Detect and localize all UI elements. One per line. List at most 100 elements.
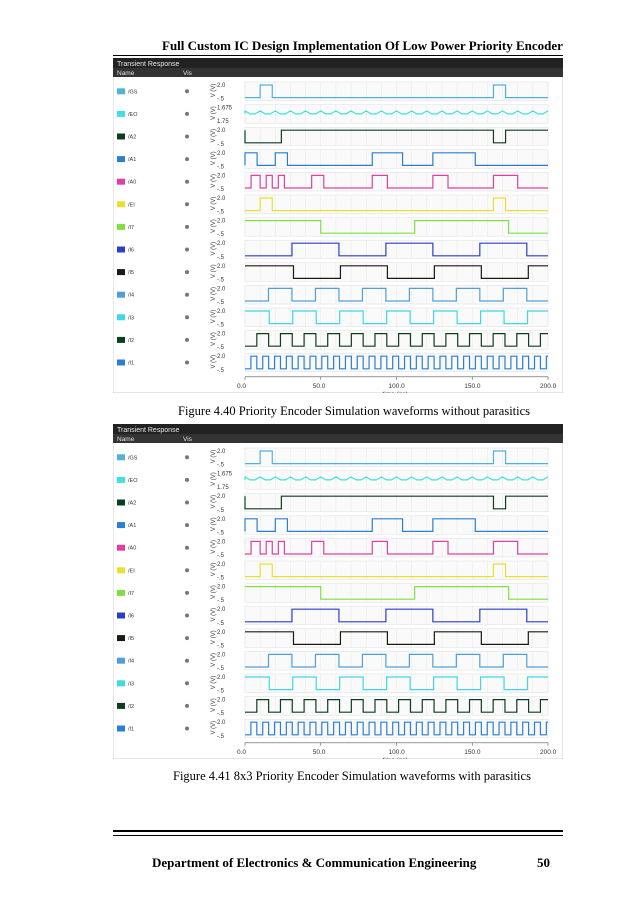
y-tick-high: 2.0 bbox=[217, 562, 226, 568]
signal-name: /I3 bbox=[128, 315, 134, 321]
y-tick-high: 2.0 bbox=[217, 83, 226, 89]
y-axis-label: V (V) bbox=[211, 242, 217, 256]
y-tick-high: 2.0 bbox=[217, 354, 226, 360]
y-axis-label: V (V) bbox=[211, 332, 217, 346]
y-tick-high: 1.675 bbox=[217, 472, 233, 478]
y-tick-low: 1.75 bbox=[217, 119, 229, 125]
visibility-eye-icon bbox=[185, 545, 189, 550]
y-axis-label: V (V) bbox=[211, 698, 217, 712]
y-tick-high: 2.0 bbox=[217, 241, 226, 247]
figure-caption-1: Figure 4.40 Priority Encoder Simulation … bbox=[178, 404, 531, 418]
y-tick-low: -.5 bbox=[217, 210, 225, 216]
signal-name: /I2 bbox=[128, 338, 134, 344]
y-tick-high: 2.0 bbox=[217, 720, 226, 726]
visibility-eye-icon bbox=[185, 477, 189, 482]
y-tick-high: 2.0 bbox=[217, 332, 226, 338]
waveform-trace bbox=[245, 450, 548, 465]
y-axis-label: V (V) bbox=[211, 517, 217, 531]
signal-name: /EO bbox=[128, 112, 138, 118]
y-tick-low: -.5 bbox=[217, 666, 225, 672]
waveform-trace bbox=[245, 653, 548, 668]
y-tick-high: 2.0 bbox=[217, 517, 226, 523]
y-tick-low: -.5 bbox=[217, 621, 225, 627]
signal-name: /I1 bbox=[128, 361, 134, 367]
waveform-trace bbox=[244, 475, 549, 481]
y-tick-high: 2.0 bbox=[217, 607, 226, 613]
signal-swatch bbox=[117, 110, 125, 117]
signal-swatch bbox=[117, 680, 125, 687]
y-axis-label: V (V) bbox=[211, 721, 217, 735]
y-tick-high: 2.0 bbox=[217, 539, 226, 545]
y-axis-label: V (V) bbox=[211, 676, 217, 690]
figure-caption-2: Figure 4.41 8x3 Priority Encoder Simulat… bbox=[173, 769, 531, 783]
page-header: Full Custom IC Design Implementation Of … bbox=[162, 38, 563, 53]
signal-name: /A2 bbox=[128, 501, 136, 507]
y-axis-label: V (V) bbox=[211, 540, 217, 554]
x-tick-label: 0.0 bbox=[237, 383, 246, 390]
waveform-trace bbox=[244, 129, 548, 144]
signal-name: /I6 bbox=[128, 614, 134, 620]
y-axis-label: V (V) bbox=[211, 472, 217, 486]
visibility-eye-icon bbox=[185, 500, 189, 505]
window-title: Transient Response bbox=[117, 61, 179, 68]
y-axis-label: V (V) bbox=[211, 197, 217, 211]
waveform-figure-1: Transient Response Name Vis/GS V (V) 2.0 -.5/… bbox=[113, 58, 563, 393]
y-axis-label: V (V) bbox=[211, 608, 217, 622]
header-rule bbox=[113, 55, 563, 56]
x-tick-label: 50.0 bbox=[313, 383, 326, 390]
signal-swatch bbox=[117, 612, 125, 619]
visibility-eye-icon bbox=[185, 224, 189, 229]
signal-swatch bbox=[117, 156, 125, 163]
y-axis-label: V (V) bbox=[211, 585, 217, 599]
y-tick-low: -.5 bbox=[217, 689, 225, 695]
visibility-eye-icon bbox=[185, 726, 189, 731]
y-tick-low: -.5 bbox=[217, 187, 225, 193]
waveform-trace bbox=[245, 220, 548, 234]
x-tick-label: 100.0 bbox=[389, 383, 406, 390]
footer-department: Department of Electronics & Communicatio… bbox=[152, 855, 477, 870]
window-title: Transient Response bbox=[117, 427, 179, 434]
y-axis-label: V (V) bbox=[211, 264, 217, 278]
y-axis-label: V (V) bbox=[211, 495, 217, 509]
y-tick-high: 2.0 bbox=[217, 173, 226, 179]
signal-name: /I4 bbox=[128, 293, 134, 299]
waveform-trace bbox=[245, 197, 548, 212]
x-tick-label: 150.0 bbox=[464, 383, 481, 390]
waveform-trace bbox=[245, 721, 548, 736]
x-tick-label: 200.0 bbox=[540, 749, 557, 756]
signal-name: /I4 bbox=[128, 659, 134, 665]
y-axis-label: V (V) bbox=[211, 219, 217, 233]
y-axis-label: V (V) bbox=[211, 106, 217, 120]
visibility-eye-icon bbox=[185, 568, 189, 573]
signal-swatch bbox=[117, 314, 125, 321]
visibility-eye-icon bbox=[185, 523, 189, 528]
y-tick-low: -.5 bbox=[217, 711, 225, 717]
page-number: 50 bbox=[537, 855, 550, 870]
waveform-trace bbox=[245, 631, 548, 645]
y-tick-low: -.5 bbox=[217, 97, 225, 103]
visibility-eye-icon bbox=[185, 455, 189, 460]
waveform-trace bbox=[245, 84, 548, 99]
visibility-eye-icon bbox=[185, 360, 189, 365]
x-tick-label: 100.0 bbox=[389, 749, 406, 756]
waveform-trace bbox=[245, 355, 548, 370]
y-tick-low: -.5 bbox=[217, 463, 225, 469]
waveform-trace bbox=[245, 174, 548, 189]
waveform-trace bbox=[244, 518, 548, 532]
visibility-eye-icon bbox=[185, 111, 189, 116]
column-header-bar bbox=[113, 434, 563, 443]
y-axis-label: V (V) bbox=[211, 450, 217, 464]
visibility-eye-icon bbox=[185, 315, 189, 320]
visibility-eye-icon bbox=[185, 590, 189, 595]
window-titlebar bbox=[113, 424, 563, 434]
window-titlebar bbox=[113, 58, 563, 68]
waveform-figure-2: Transient Response Name Vis/GS V (V) 2.0 -.5/… bbox=[113, 424, 563, 759]
signal-name: /I5 bbox=[128, 270, 134, 276]
visibility-eye-icon bbox=[185, 613, 189, 618]
y-tick-low: -.5 bbox=[217, 300, 225, 306]
signal-name: /I5 bbox=[128, 636, 134, 642]
waveform-trace bbox=[245, 540, 548, 555]
y-axis-label: V (V) bbox=[211, 174, 217, 188]
signal-name: /EI bbox=[128, 202, 135, 208]
signal-swatch bbox=[117, 201, 125, 208]
